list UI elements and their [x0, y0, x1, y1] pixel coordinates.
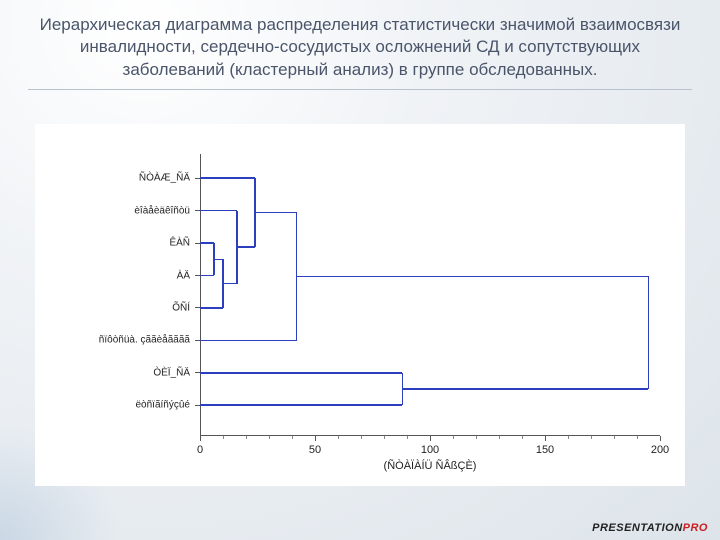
brand-part1: PRESENTATION — [592, 522, 683, 534]
x-tick-major — [200, 436, 201, 441]
dendro-hline — [200, 340, 297, 342]
x-tick-label: 0 — [197, 444, 203, 456]
x-tick-label: 100 — [421, 444, 439, 456]
dendro-hline — [200, 177, 255, 179]
dendro-hline — [200, 210, 237, 212]
x-tick-major — [315, 436, 316, 441]
title-container: Иерархическая диаграмма распределения ст… — [0, 0, 720, 100]
x-tick-minor — [269, 436, 270, 439]
leaf-label: ÊÀÑ — [169, 238, 190, 249]
leaf-label: èîàåèäêîñòü — [134, 205, 190, 216]
x-tick-minor — [338, 436, 339, 439]
x-tick-minor — [637, 436, 638, 439]
x-tick-minor — [476, 436, 477, 439]
leaf-label: ÕÑÍ — [172, 302, 190, 313]
x-tick-minor — [453, 436, 454, 439]
dendro-hline — [402, 388, 648, 390]
dendro-hline — [255, 212, 296, 214]
dendro-vline — [648, 276, 650, 389]
x-tick-label: 200 — [651, 444, 669, 456]
x-tick-minor — [407, 436, 408, 439]
plot-region: (ÑÒÀÏÀÍÜ ÑÂßÇÈ) ÑÒÀÆ_ÑÄèîàåèäêîñòüÊÀÑÀÄÕ… — [200, 154, 660, 436]
x-tick-minor — [246, 436, 247, 439]
dendro-hline — [200, 307, 223, 309]
x-tick-label: 150 — [536, 444, 554, 456]
dendrogram-chart: (ÑÒÀÏÀÍÜ ÑÂßÇÈ) ÑÒÀÆ_ÑÄ èîàåèäêîñòü ÊÀÑ ÀÄ Õ… — [35, 124, 685, 486]
x-tick-label: 50 — [309, 444, 321, 456]
x-tick-minor — [499, 436, 500, 439]
x-tick-minor — [384, 436, 385, 439]
x-tick-minor — [292, 436, 293, 439]
leaf-label: ëòñïãíñýçûé — [136, 400, 191, 411]
x-tick-major — [545, 436, 546, 441]
x-tick-major — [660, 436, 661, 441]
dendro-hline — [200, 275, 214, 277]
y-axis — [200, 154, 201, 436]
x-tick-minor — [522, 436, 523, 439]
leaf-label: ÀÄ — [177, 270, 190, 281]
brand-logo: PRESENTATIONPRO — [592, 522, 708, 534]
x-tick-minor — [591, 436, 592, 439]
dendro-hline — [200, 372, 402, 374]
leaf-label: ñïôòñüà. çããèåãããã — [99, 335, 190, 346]
x-tick-minor — [568, 436, 569, 439]
brand-part2: PRO — [683, 522, 708, 534]
x-tick-minor — [223, 436, 224, 439]
dendro-hline — [223, 283, 237, 285]
leaf-label: ÑÒÀÆ_ÑÄ — [139, 173, 190, 184]
dendro-hline — [200, 404, 402, 406]
x-tick-minor — [361, 436, 362, 439]
x-tick-major — [430, 436, 431, 441]
leaf-label: ÒÈÏ_ÑÄ — [153, 367, 190, 378]
page-title: Иерархическая диаграмма распределения ст… — [28, 14, 692, 90]
x-tick-minor — [614, 436, 615, 439]
dendro-hline — [200, 242, 214, 244]
dendro-hline — [237, 246, 255, 248]
x-axis-title: (ÑÒÀÏÀÍÜ ÑÂßÇÈ) — [384, 460, 477, 472]
dendro-hline — [297, 276, 649, 278]
